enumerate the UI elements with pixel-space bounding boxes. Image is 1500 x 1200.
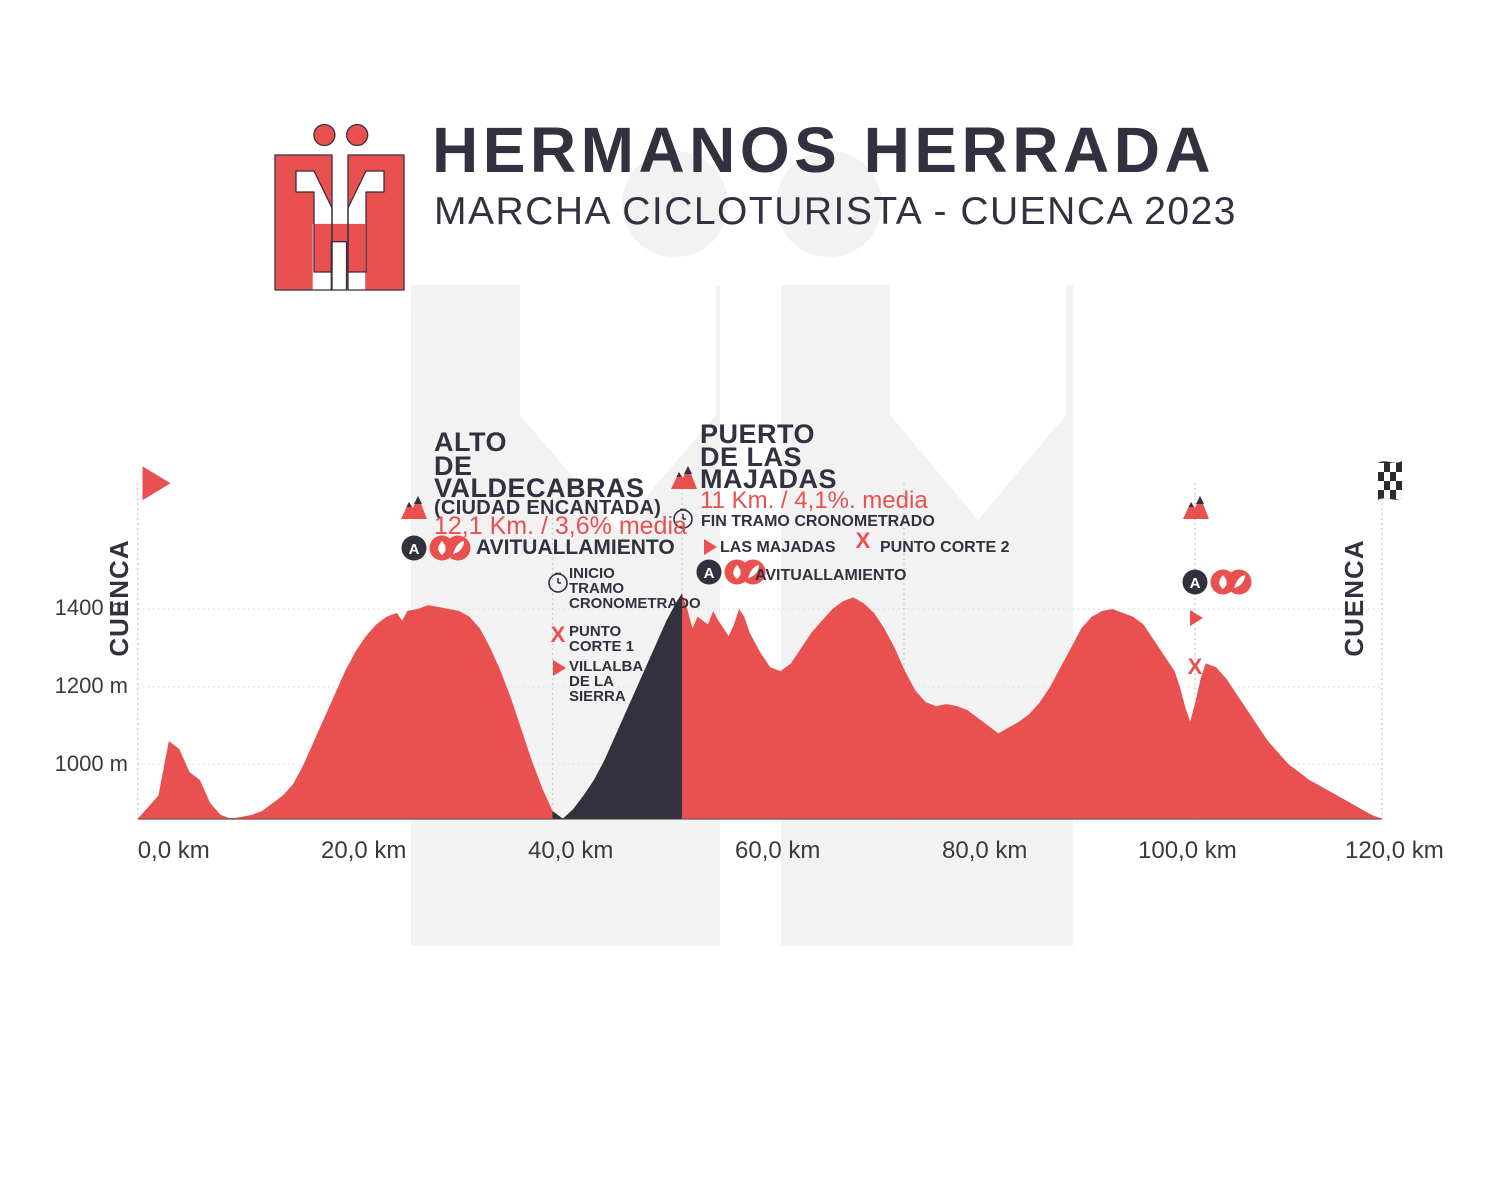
svg-text:40,0 km: 40,0 km — [528, 837, 613, 864]
svg-text:100,0 km: 100,0 km — [1138, 837, 1237, 864]
svg-text:1000 m: 1000 m — [55, 751, 128, 776]
svg-text:CUENCA: CUENCA — [1339, 539, 1369, 656]
svg-text:0,0 km: 0,0 km — [138, 837, 210, 864]
svg-text:80,0 km: 80,0 km — [942, 837, 1027, 864]
svg-text:1200 m: 1200 m — [55, 673, 128, 698]
svg-text:20,0 km: 20,0 km — [321, 837, 406, 864]
svg-text:60,0 km: 60,0 km — [735, 837, 820, 864]
svg-text:CUENCA: CUENCA — [104, 539, 134, 656]
svg-text:120,0 km: 120,0 km — [1345, 837, 1444, 864]
